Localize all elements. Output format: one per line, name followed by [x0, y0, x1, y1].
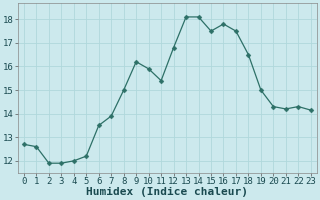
X-axis label: Humidex (Indice chaleur): Humidex (Indice chaleur) [86, 187, 248, 197]
